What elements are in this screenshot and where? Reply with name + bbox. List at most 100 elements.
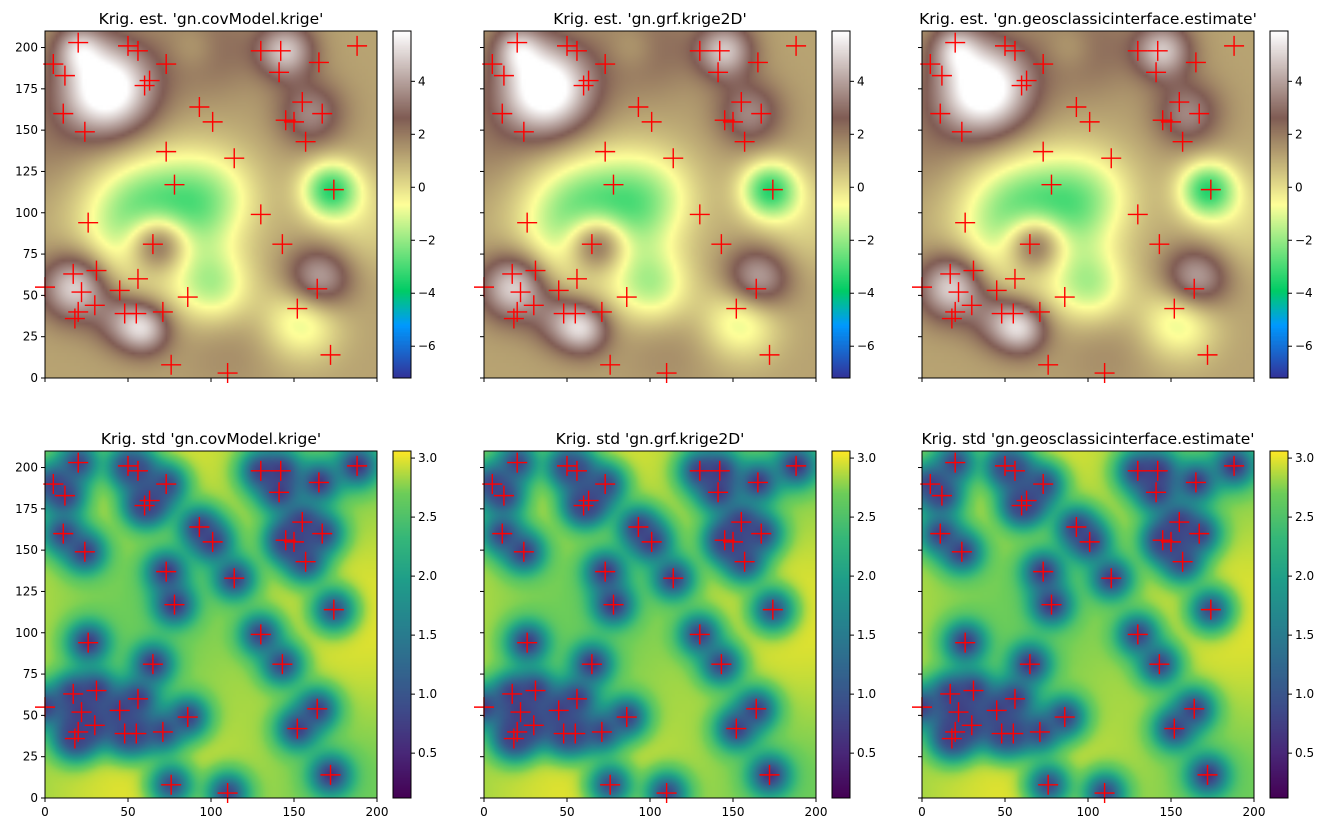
data-point-marker — [507, 452, 528, 473]
heatmap-image — [922, 451, 1254, 798]
data-point-marker — [250, 40, 271, 61]
x-tick-label: 100 — [1077, 805, 1100, 819]
data-point-marker — [1185, 472, 1206, 493]
x-tick-label: 200 — [366, 805, 389, 819]
panel-title: Krig. est. 'gn.covModel.krige' — [99, 10, 324, 28]
data-point-marker — [517, 212, 538, 233]
data-point-marker — [986, 280, 1007, 301]
data-point-marker — [517, 632, 538, 653]
data-point-marker — [269, 482, 290, 503]
data-point-marker — [320, 344, 341, 365]
data-point-marker — [1146, 482, 1167, 503]
data-point-marker — [270, 40, 291, 61]
data-point-marker — [202, 111, 223, 132]
data-point-marker — [525, 680, 546, 701]
data-point-marker — [995, 35, 1015, 56]
data-point-marker — [920, 54, 941, 75]
y-tick-label: 125 — [15, 584, 38, 598]
x-tick-label: 150 — [283, 805, 306, 819]
data-point-marker — [573, 495, 594, 516]
data-point-marker — [595, 141, 616, 162]
data-point-marker — [931, 65, 952, 86]
y-tick-label: 0 — [30, 791, 38, 805]
y-tick-label: 50 — [23, 708, 38, 722]
data-point-marker — [565, 303, 586, 324]
data-point-marker — [493, 485, 514, 506]
data-point-marker — [156, 54, 177, 75]
data-point-marker — [656, 783, 677, 804]
data-point-marker — [164, 174, 185, 195]
data-point-marker — [156, 141, 177, 162]
data-point-marker — [708, 62, 729, 83]
data-point-marker — [1033, 141, 1054, 162]
colorbar-tick-label: −4 — [1295, 286, 1313, 300]
data-point-marker — [272, 234, 293, 255]
data-point-marker — [1164, 298, 1185, 319]
data-point-marker — [548, 700, 569, 721]
data-point-marker — [1011, 495, 1032, 516]
data-point-marker — [723, 111, 743, 132]
data-point-marker — [578, 490, 599, 511]
data-point-marker — [1161, 111, 1181, 132]
data-point-marker — [109, 700, 130, 721]
data-point-marker — [68, 452, 89, 473]
data-point-marker — [566, 40, 587, 61]
data-point-marker — [1011, 75, 1032, 96]
data-point-marker — [507, 32, 528, 53]
data-point-marker — [1016, 490, 1037, 511]
data-point-marker — [126, 723, 147, 744]
data-point-marker — [557, 455, 577, 476]
data-point-marker — [347, 35, 368, 56]
data-point-marker — [963, 680, 984, 701]
data-point-marker — [118, 455, 138, 476]
data-point-marker — [275, 110, 296, 131]
colorbar-image — [1270, 31, 1288, 378]
heatmap-image — [45, 451, 377, 798]
data-point-marker — [734, 131, 755, 152]
colorbar-tick-label: 3.0 — [1295, 451, 1314, 465]
data-point-marker — [1197, 764, 1218, 785]
data-point-marker — [1189, 523, 1210, 544]
data-point-marker — [603, 174, 624, 195]
panel-estimate-3: Krig. est. 'gn.geosclassicinterface.esti… — [912, 10, 1313, 384]
data-point-marker — [323, 599, 344, 620]
colorbar-tick-label: 0 — [857, 180, 865, 194]
data-point-marker — [1041, 594, 1062, 615]
data-point-marker — [689, 460, 710, 481]
data-point-marker — [986, 700, 1007, 721]
data-point-marker — [951, 541, 972, 562]
data-point-marker — [1094, 363, 1115, 384]
data-point-marker — [1019, 234, 1040, 255]
data-point-marker — [595, 561, 616, 582]
panel-std-3: Krig. std 'gn.geosclassicinterface.estim… — [912, 430, 1314, 819]
colorbar-tick-label: 3.0 — [418, 451, 437, 465]
data-point-marker — [1149, 234, 1170, 255]
data-point-marker — [109, 280, 130, 301]
data-point-marker — [224, 148, 245, 169]
data-point-marker — [1101, 148, 1122, 169]
data-point-marker — [1197, 344, 1218, 365]
data-point-marker — [1169, 512, 1190, 533]
colorbar-frame — [392, 30, 412, 379]
data-point-marker — [63, 683, 84, 704]
colorbar-tick-label: −6 — [1295, 339, 1313, 353]
data-point-marker — [189, 517, 210, 538]
data-point-marker — [54, 485, 75, 506]
colorbar-tick-label: −4 — [857, 286, 875, 300]
data-point-marker — [709, 40, 730, 61]
data-point-marker — [961, 295, 982, 316]
data-point-marker — [1004, 40, 1025, 61]
data-point-marker — [492, 523, 513, 544]
data-point-marker — [1054, 707, 1075, 728]
data-point-marker — [127, 688, 148, 709]
data-point-marker — [84, 295, 105, 316]
x-tick-label: 200 — [1243, 805, 1266, 819]
data-point-marker — [1127, 40, 1148, 61]
colorbar-tick-label: 2 — [857, 127, 865, 141]
data-point-marker — [591, 721, 612, 742]
data-point-marker — [217, 783, 238, 804]
data-point-marker — [759, 764, 780, 785]
colorbar-tick-label: 2.5 — [857, 510, 876, 524]
data-point-marker — [941, 308, 962, 329]
data-point-marker — [118, 35, 138, 56]
